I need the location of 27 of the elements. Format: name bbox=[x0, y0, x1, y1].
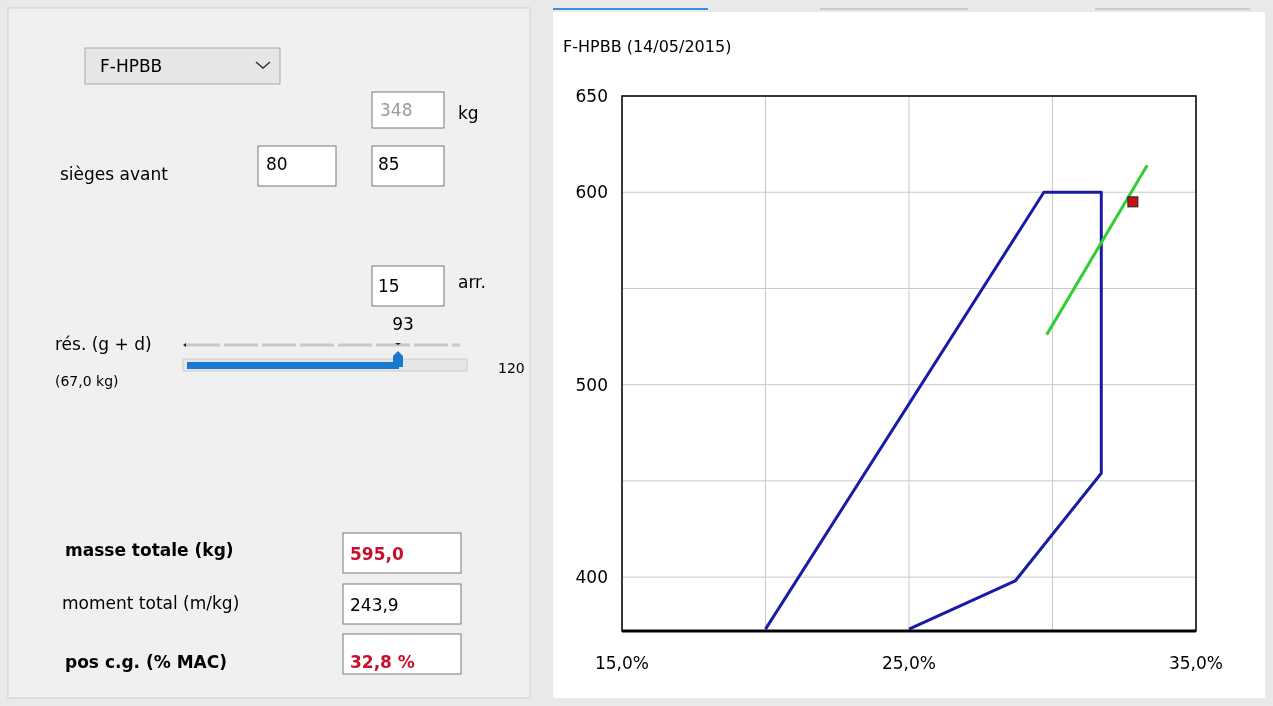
text: 15 bbox=[378, 276, 400, 296]
text: moment total (m/kg) bbox=[62, 593, 240, 613]
y-tick-label: 500 bbox=[575, 374, 608, 395]
text: kg bbox=[458, 103, 479, 123]
text: arr. bbox=[458, 272, 486, 292]
text: 595,0 bbox=[350, 544, 404, 564]
text: 243,9 bbox=[350, 595, 399, 615]
y-tick-label: 400 bbox=[575, 567, 608, 588]
text: 348 bbox=[380, 100, 413, 120]
text: (67,0 kg) bbox=[55, 373, 119, 389]
text: masse totale (kg) bbox=[65, 540, 234, 560]
y-tick-label: 650 bbox=[575, 86, 608, 106]
text: 85 bbox=[378, 154, 400, 174]
x-tick-label: 15,0% bbox=[594, 653, 650, 673]
text: rés. (g + d) bbox=[55, 334, 152, 354]
text: 32,8 % bbox=[350, 652, 415, 672]
line-series bbox=[764, 190, 1103, 631]
text: F-HPBB bbox=[100, 56, 163, 76]
text: sièges avant bbox=[60, 164, 169, 184]
y-tick-label: 600 bbox=[575, 182, 608, 203]
x-tick-label: 25,0% bbox=[881, 653, 937, 673]
x-tick-label: 35,0% bbox=[1168, 653, 1224, 673]
text: 80 bbox=[266, 154, 288, 174]
chart-title: F-HPBB (14/05/2015) bbox=[563, 37, 732, 56]
text: 120 bbox=[498, 360, 525, 376]
text: pos c.g. (% MAC) bbox=[65, 652, 228, 672]
text: 93 bbox=[392, 314, 414, 334]
